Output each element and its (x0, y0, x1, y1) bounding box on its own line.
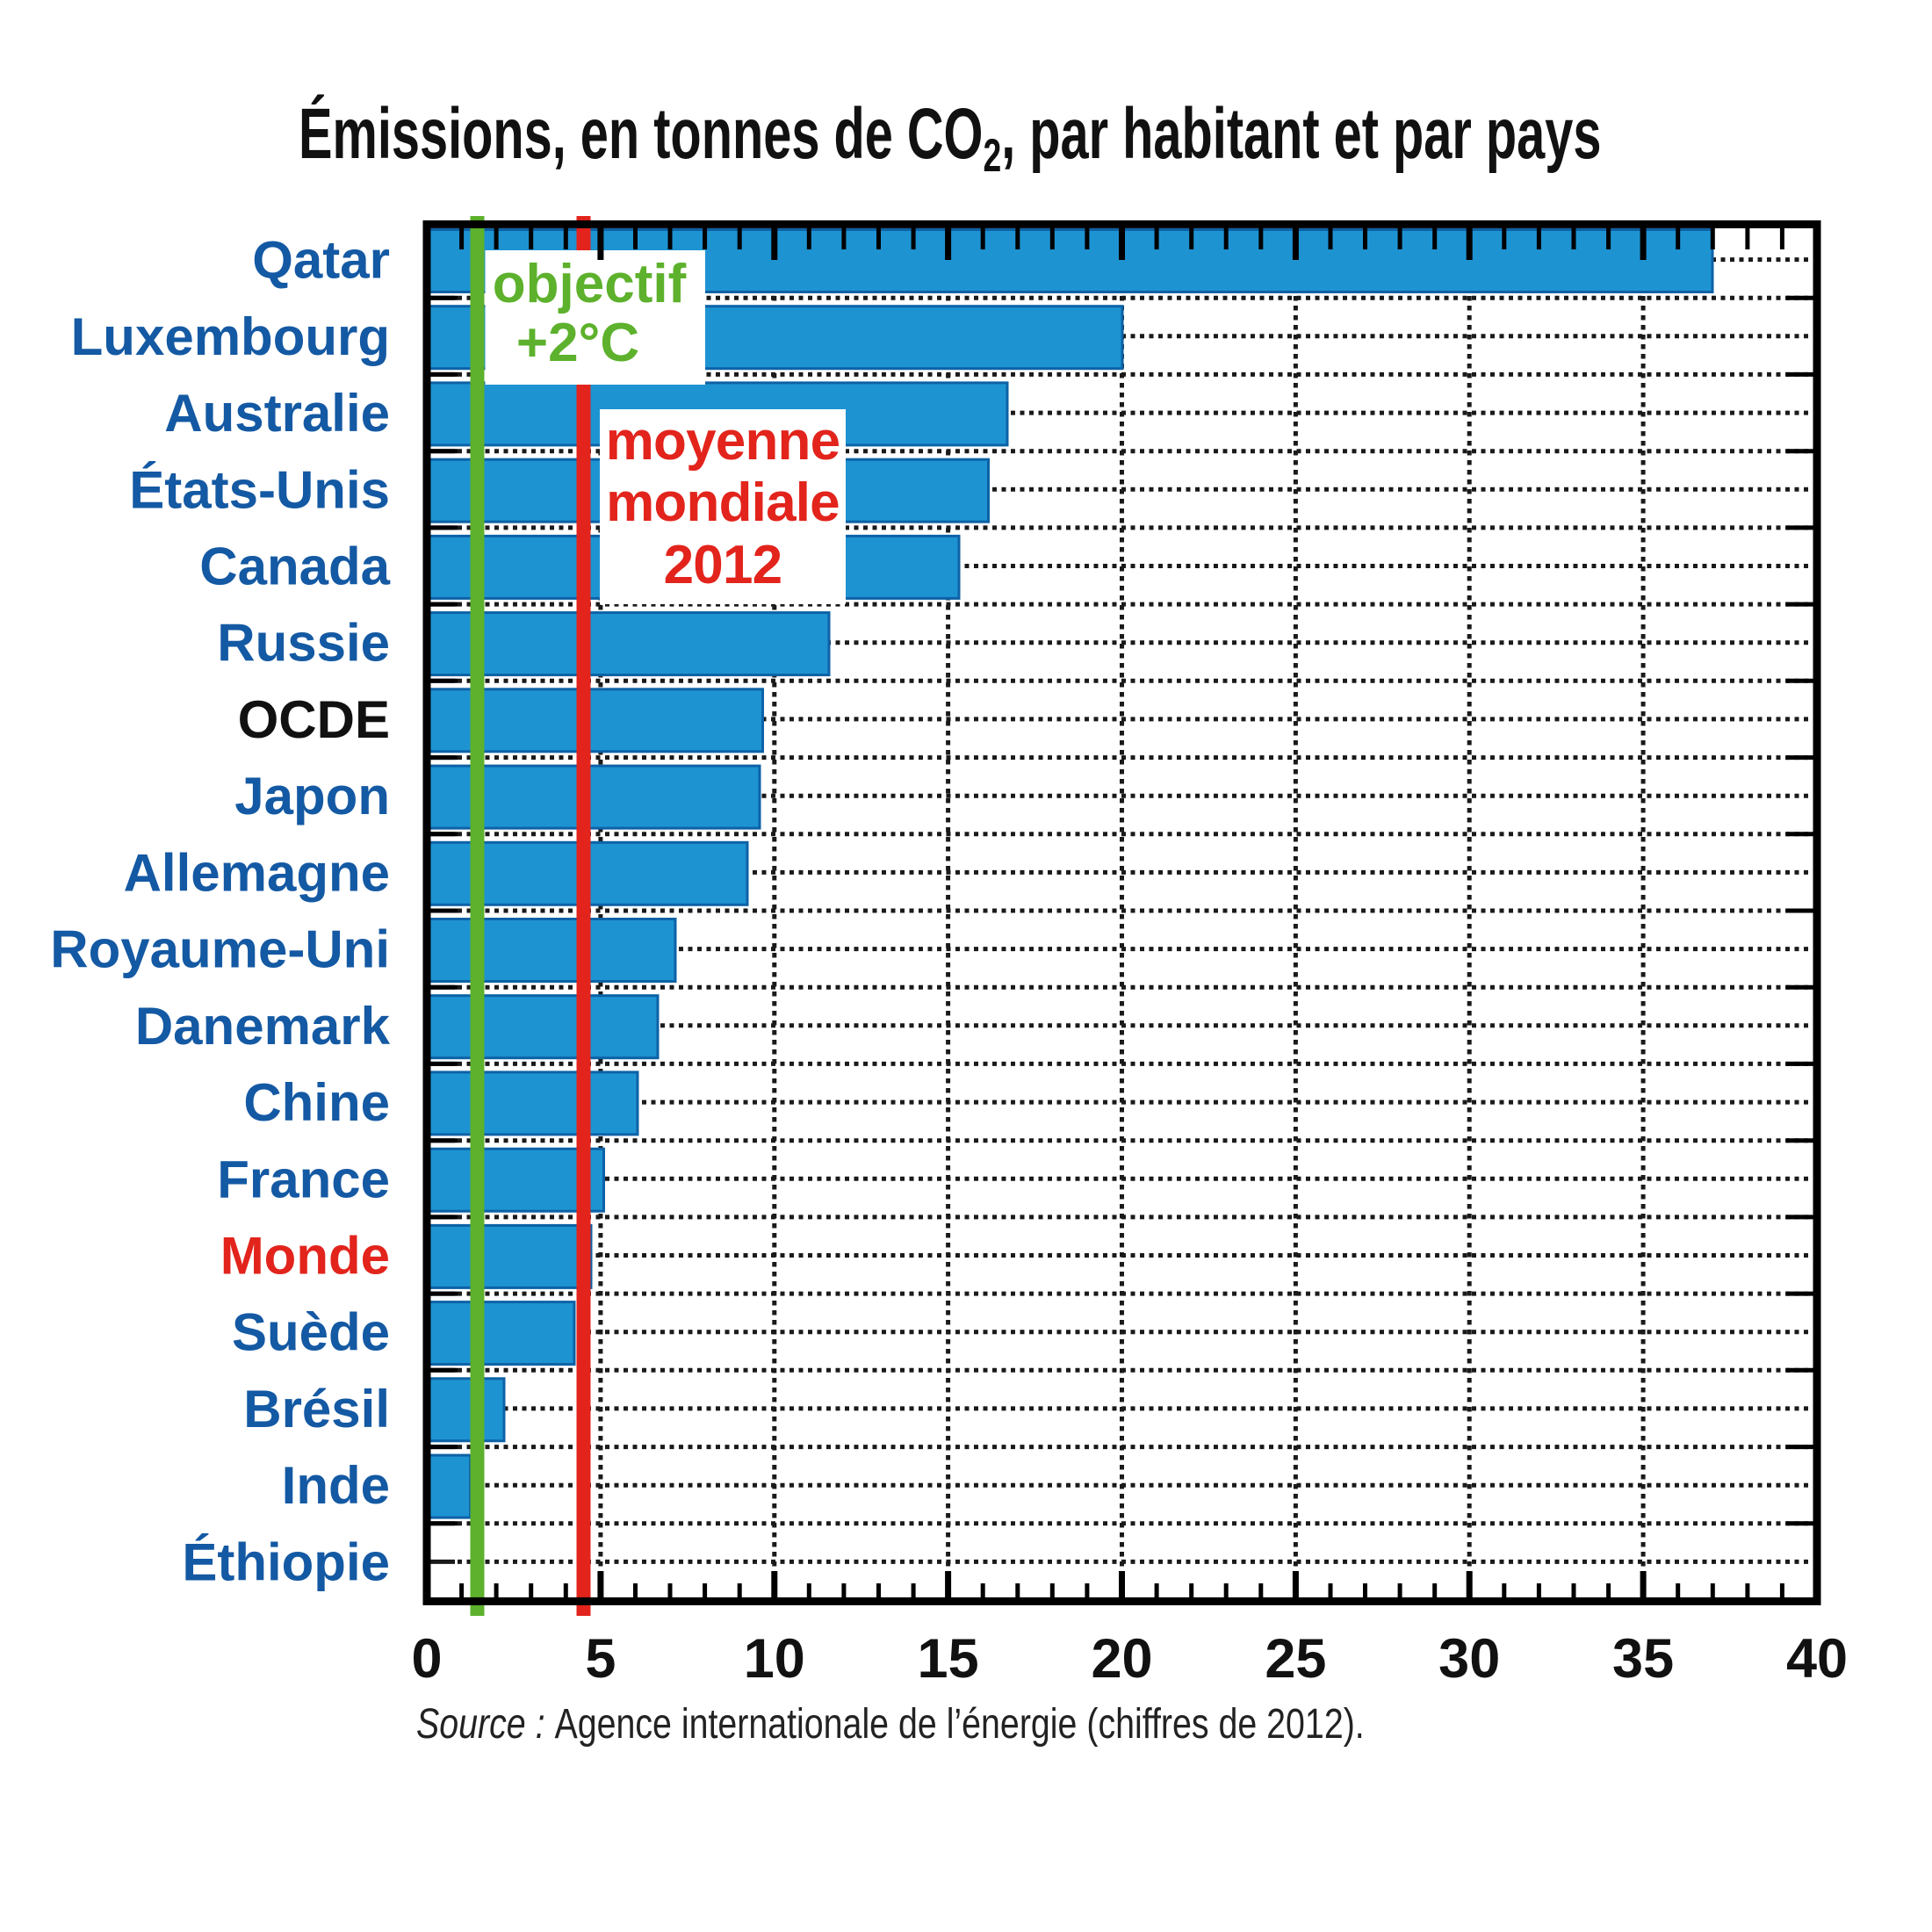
svg-text:20: 20 (1091, 1628, 1152, 1690)
svg-text:Brésil: Brésil (243, 1380, 390, 1438)
svg-text:Chine: Chine (243, 1073, 390, 1132)
svg-text:Australie: Australie (164, 384, 390, 443)
svg-text:Inde: Inde (282, 1456, 390, 1515)
svg-text:OCDE: OCDE (238, 690, 390, 749)
svg-text:30: 30 (1438, 1628, 1500, 1690)
svg-text:Japon: Japon (234, 767, 390, 825)
svg-text:25: 25 (1265, 1628, 1326, 1690)
svg-text:+2°C: +2°C (516, 313, 639, 373)
svg-text:Qatar: Qatar (252, 231, 390, 290)
svg-text:40: 40 (1786, 1628, 1848, 1690)
svg-text:Allemagne: Allemagne (124, 843, 390, 902)
svg-text:Source : Agence internationale: Source : Agence internationale de l’éner… (416, 1700, 1365, 1748)
svg-text:35: 35 (1612, 1628, 1674, 1690)
svg-text:0: 0 (411, 1628, 442, 1690)
svg-text:15: 15 (918, 1628, 979, 1690)
svg-text:5: 5 (585, 1628, 616, 1690)
svg-text:Émissions, en tonnes de CO2, p: Émissions, en tonnes de CO2, par habitan… (299, 94, 1601, 181)
svg-text:Monde: Monde (220, 1227, 390, 1286)
svg-text:mondiale: mondiale (606, 472, 840, 533)
svg-text:Danemark: Danemark (135, 997, 391, 1056)
svg-text:Royaume-Uni: Royaume-Uni (50, 920, 390, 979)
svg-text:Canada: Canada (199, 537, 390, 596)
svg-text:Luxembourg: Luxembourg (71, 307, 390, 366)
svg-text:Suède: Suède (232, 1303, 390, 1362)
svg-text:10: 10 (744, 1628, 805, 1690)
svg-text:moyenne: moyenne (606, 411, 840, 472)
svg-text:États-Unis: États-Unis (129, 460, 390, 519)
svg-text:Russie: Russie (217, 614, 390, 673)
svg-text:2012: 2012 (664, 535, 782, 595)
svg-text:Éthiopie: Éthiopie (182, 1532, 390, 1591)
svg-text:objectif: objectif (493, 254, 687, 314)
svg-text:France: France (217, 1150, 390, 1208)
